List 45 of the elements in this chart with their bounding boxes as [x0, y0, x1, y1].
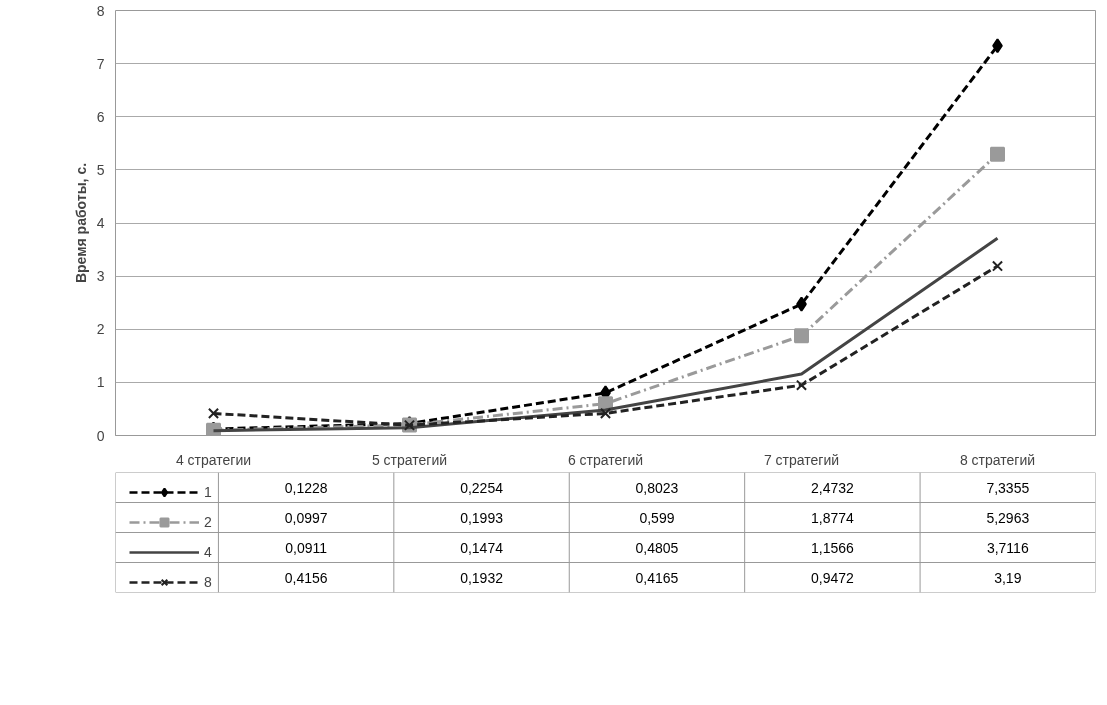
y-tick-label: 0 [96, 427, 105, 444]
legend-label: 2 [204, 513, 213, 532]
data-label: 2,4732 [810, 479, 854, 496]
legend-label: 8 [204, 573, 213, 592]
data-label: 0,1993 [460, 509, 504, 526]
data-label: 7,3355 [986, 479, 1030, 496]
point [599, 407, 612, 419]
y-axis-title: Время работы, с. [72, 162, 89, 284]
data-label: 0,599 [639, 509, 675, 526]
y-tick-label: 8 [96, 2, 105, 19]
y-tick-label: 7 [96, 55, 105, 72]
point [794, 328, 809, 344]
point [207, 407, 220, 420]
x-tick-label: 4 стратегии [175, 451, 252, 468]
y-tick-label: 3 [96, 268, 105, 285]
legend-label: 4 [204, 543, 213, 562]
data-label: 0,1932 [460, 569, 504, 586]
y-tick-label: 2 [96, 321, 105, 338]
point [990, 146, 1005, 162]
data-label: 0,0911 [285, 539, 328, 556]
data-label: 0,2254 [460, 479, 504, 496]
x-tick-label: 8 стратегий [959, 451, 1036, 468]
data-label: 3,19 [994, 569, 1022, 586]
data-label: 3,7116 [986, 539, 1029, 556]
point [991, 260, 1004, 272]
data-label: 1,1566 [810, 539, 854, 556]
data-label: 0,8023 [635, 479, 679, 496]
data-label: 0,4805 [635, 539, 679, 556]
y-tick-label: 1 [96, 374, 105, 391]
x-tick-label: 6 стратегий [567, 451, 644, 468]
data-label: 0,1474 [460, 539, 504, 556]
x-tick-label: 5 стратегий [371, 451, 448, 468]
point [795, 379, 808, 391]
y-tick-label: 6 [96, 108, 105, 125]
legend-label: 1 [204, 483, 213, 502]
data-label: 5,2963 [986, 509, 1030, 526]
data-label: 0,0997 [284, 509, 328, 526]
data-label: 0,4156 [284, 569, 328, 586]
data-label: 0,9472 [810, 569, 854, 586]
x-tick-label: 7 стратегий [763, 451, 840, 468]
data-label: 0,4165 [635, 569, 679, 586]
data-label: 0,1228 [284, 479, 328, 496]
y-tick-label: 4 [96, 215, 105, 231]
data-label: 1,8774 [810, 509, 854, 526]
y-tick-label: 5 [96, 161, 105, 178]
